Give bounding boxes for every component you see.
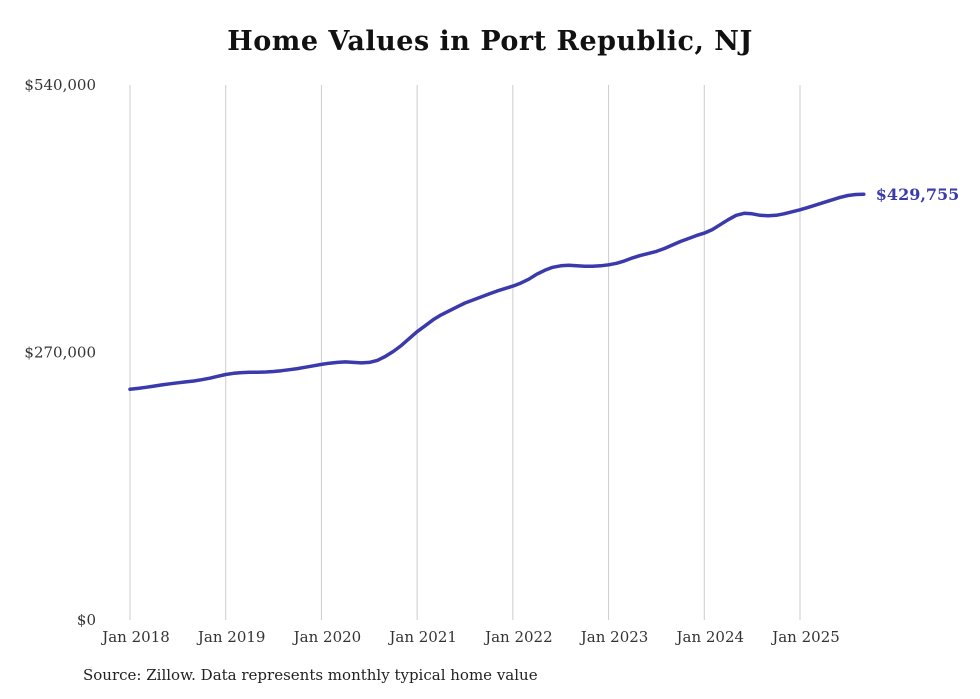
end-value-label: $429,755 [876,185,960,204]
x-axis-tick-label: Jan 2019 [196,628,266,646]
x-axis-tick-label: Jan 2018 [100,628,170,646]
x-axis-tick-label: Jan 2025 [770,628,840,646]
x-axis-tick-label: Jan 2020 [292,628,362,646]
y-axis-tick-label: $540,000 [24,76,96,94]
x-axis-tick-label: Jan 2023 [579,628,649,646]
x-axis-tick-label: Jan 2024 [675,628,745,646]
x-axis-tick-label: Jan 2021 [387,628,457,646]
chart-title: Home Values in Port Republic, NJ [227,26,753,57]
y-axis-tick-label: $270,000 [24,344,96,362]
source-note: Source: Zillow. Data represents monthly … [83,666,538,684]
x-axis-tick-label: Jan 2022 [483,628,553,646]
y-axis-tick-label: $0 [77,611,96,629]
home-value-line-series [128,192,866,391]
